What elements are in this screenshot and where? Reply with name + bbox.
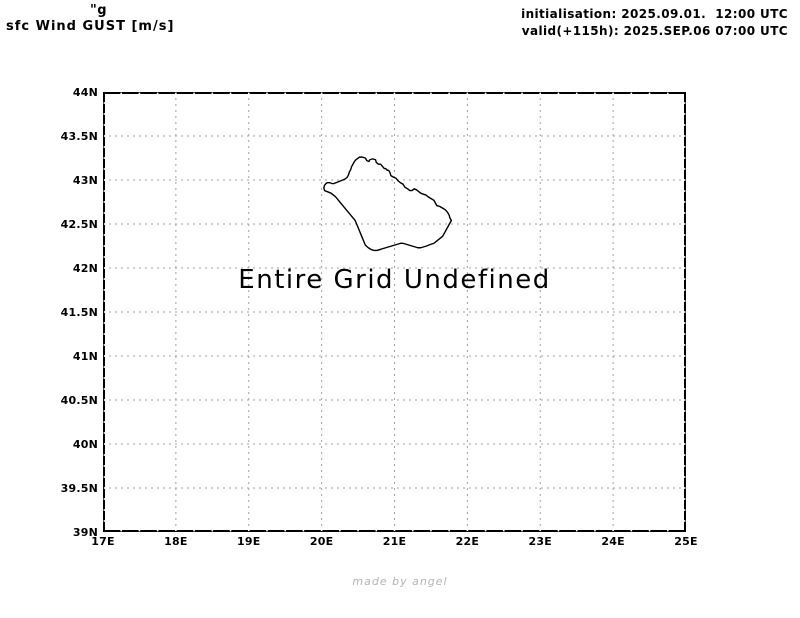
- x-tick-label: 24E: [601, 535, 625, 548]
- y-tick-label: 43.5N: [60, 130, 98, 143]
- footer-credit: made by angel: [352, 575, 448, 588]
- major-ticks: [103, 92, 686, 532]
- x-axis-labels: 17E 18E 19E 20E 21E 22E 23E 24E 25E: [91, 535, 697, 554]
- y-tick-label: 39.5N: [60, 482, 98, 495]
- header-superscript: "g: [90, 3, 108, 18]
- y-tick-label: 40.5N: [60, 394, 98, 407]
- y-tick-label: 44N: [72, 86, 98, 99]
- x-tick-label: 22E: [455, 535, 480, 548]
- x-tick-label: 17E: [91, 535, 115, 548]
- horizontal-gridlines: [103, 135, 686, 489]
- minor-ticks: [103, 92, 686, 532]
- y-axis-labels: 39N 39.5N 40N 40.5N 41N 41.5N 42N 42.5N 43N 43.5N…: [36, 87, 98, 538]
- x-tick-label: 19E: [237, 535, 261, 548]
- y-tick-label: 43N: [72, 174, 98, 187]
- plot-frame: [103, 92, 686, 532]
- y-tick-label: 40N: [72, 438, 98, 451]
- y-tick-label: 42N: [72, 262, 98, 275]
- x-tick-label: 18E: [164, 535, 188, 548]
- header-right-block: initialisation: 2025.09.01. 12:00 UTC va…: [521, 6, 788, 40]
- y-tick-label: 41.5N: [60, 306, 98, 319]
- page-title: sfc Wind GUST [m/s]: [6, 19, 175, 34]
- y-tick-label: 41N: [72, 350, 98, 363]
- kosovo-border-icon: [323, 156, 453, 252]
- x-tick-label: 21E: [382, 535, 407, 548]
- initialisation-time: initialisation: 2025.09.01. 12:00 UTC: [521, 7, 788, 21]
- y-tick-label: 42.5N: [60, 218, 98, 231]
- country-border-layer: [103, 92, 686, 532]
- vertical-gridlines: [175, 92, 614, 532]
- x-tick-label: 20E: [309, 535, 334, 548]
- y-tick-label: 39N: [72, 526, 98, 539]
- map-plot-area: [103, 92, 686, 532]
- valid-time: valid(+115h): 2025.SEP.06 07:00 UTC: [521, 24, 788, 38]
- frame-rect: [103, 92, 686, 532]
- x-tick-label: 25E: [674, 535, 698, 548]
- header-left-block: "g sfc Wind GUST [m/s]: [0, 4, 340, 35]
- x-tick-label: 23E: [528, 535, 552, 548]
- gridlines-layer: [103, 92, 686, 532]
